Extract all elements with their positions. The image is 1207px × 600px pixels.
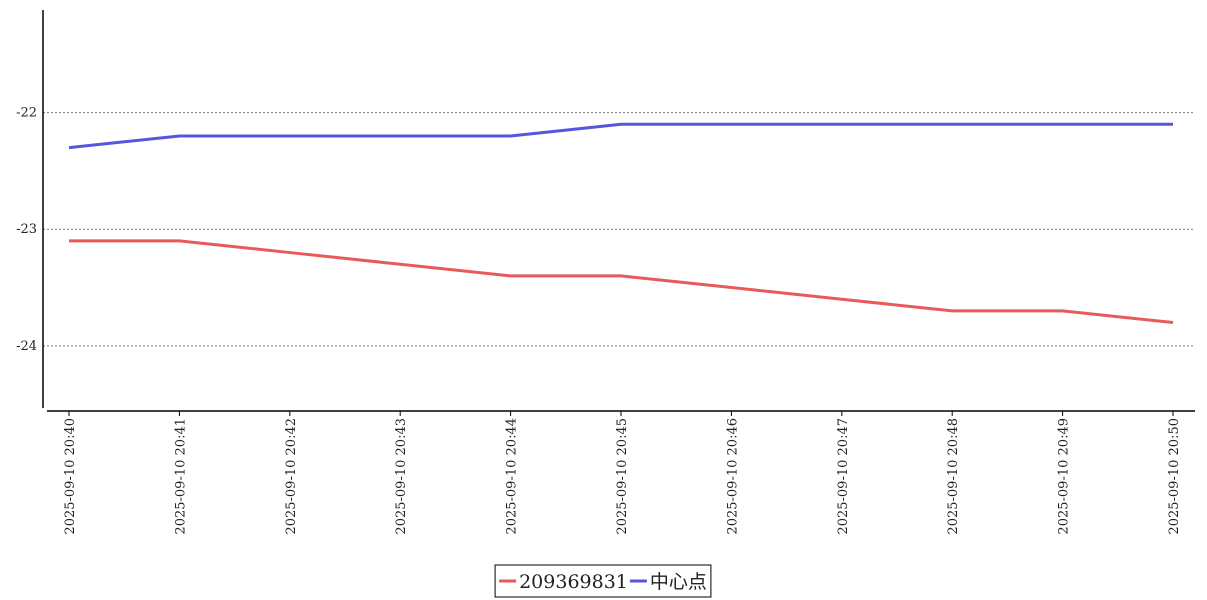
y-tick-label: -24 <box>16 339 37 354</box>
legend: 209369831 中心点 <box>494 564 712 598</box>
x-tick-label: 2025-09-10 20:43 <box>394 418 409 535</box>
x-tick-label: 2025-09-10 20:44 <box>505 418 520 535</box>
y-tick-label: -23 <box>16 222 37 237</box>
y-tick-label: -22 <box>16 106 37 121</box>
x-tick-label: 2025-09-10 20:41 <box>173 418 188 535</box>
x-tick-label: 2025-09-10 20:48 <box>946 418 961 535</box>
x-tick-label: 2025-09-10 20:50 <box>1167 418 1182 535</box>
x-tick-label: 2025-09-10 20:45 <box>615 418 630 535</box>
legend-box <box>494 564 712 598</box>
x-tick-label: 2025-09-10 20:47 <box>836 418 851 535</box>
x-tick-label: 2025-09-10 20:49 <box>1057 418 1072 535</box>
series-line <box>69 239 1174 325</box>
legend-label: 209369831 <box>519 571 628 593</box>
legend-label: 中心点 <box>650 571 707 593</box>
x-tick-label: 2025-09-10 20:40 <box>63 418 78 535</box>
series-line <box>68 122 1173 150</box>
x-tick-label: 2025-09-10 20:46 <box>725 418 740 535</box>
x-tick-label: 2025-09-10 20:42 <box>284 418 299 535</box>
